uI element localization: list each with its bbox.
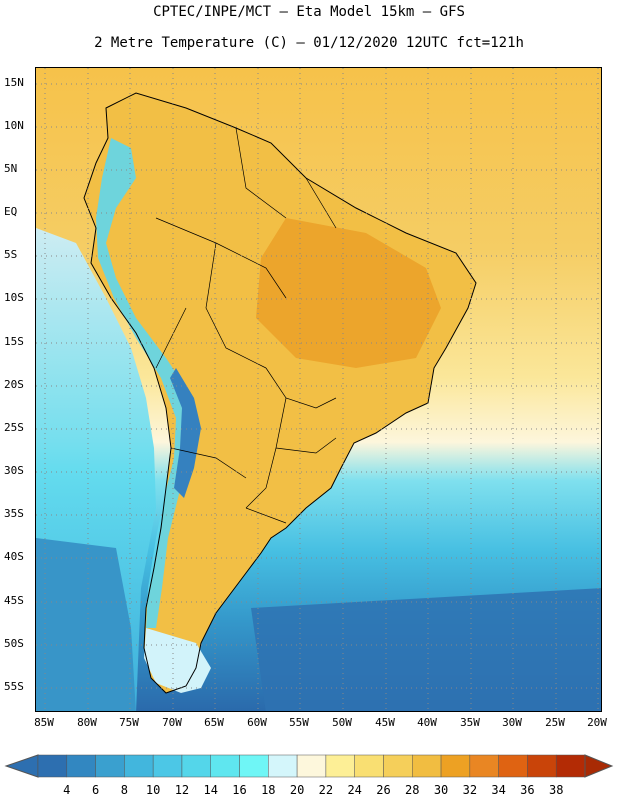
colorbar-swatch — [383, 754, 413, 778]
colorbar-level-label: 38 — [548, 783, 564, 797]
interior-hot-zone — [256, 218, 441, 368]
colorbar-level-label: 8 — [120, 783, 128, 797]
lon-tick-label: 40W — [417, 716, 437, 729]
colorbar-swatch — [296, 754, 327, 778]
colorbar-swatch — [440, 754, 471, 778]
colorbar-swatch — [498, 754, 528, 778]
coastline — [83, 92, 477, 694]
colorbar-swatch — [124, 754, 154, 778]
lat-tick-label: 30S — [4, 464, 24, 477]
colorbar-level-label: 28 — [405, 783, 420, 797]
lat-tick-label: 15S — [4, 335, 24, 348]
lon-tick-label: 25W — [545, 716, 565, 729]
lon-tick-label: 50W — [332, 716, 352, 729]
lon-tick-label: 20W — [587, 716, 607, 729]
colorbar-level-label: 20 — [289, 783, 305, 797]
colorbar-swatch — [210, 754, 240, 778]
lat-tick-label: 15N — [4, 76, 24, 89]
colorbar-level-label: 22 — [318, 783, 334, 797]
lon-tick-label: 55W — [289, 716, 309, 729]
lat-tick-label: 20S — [4, 378, 24, 391]
colorbar-right-arrow — [584, 754, 614, 778]
colorbar-level-label: 10 — [145, 783, 161, 797]
colorbar-swatch — [66, 754, 96, 778]
lon-tick-label: 60W — [247, 716, 267, 729]
colorbar-level-label: 24 — [347, 783, 362, 797]
atlantic-deep-zone — [251, 588, 601, 711]
colorbar-swatch — [95, 754, 125, 778]
colorbar-swatch — [555, 754, 586, 778]
lat-tick-label: 5S — [4, 248, 18, 261]
colorbar-level-label: 32 — [462, 783, 478, 797]
lat-tick-label: 10S — [4, 291, 24, 304]
colorbar-level-label: 16 — [232, 783, 247, 797]
lat-tick-label: 55S — [4, 680, 24, 693]
colorbar-level-label: 36 — [520, 783, 535, 797]
colorbar-swatch — [354, 754, 384, 778]
andes-core-cold — [170, 368, 201, 498]
lon-tick-label: 75W — [119, 716, 139, 729]
andes-cold-band — [96, 138, 196, 628]
lon-tick-label: 70W — [162, 716, 182, 729]
colorbar-swatch — [268, 754, 298, 778]
pacific-deep-zone — [36, 538, 136, 711]
colorbar-swatch — [412, 754, 442, 778]
lon-tick-label: 45W — [375, 716, 395, 729]
colorbar-level-label: 18 — [261, 783, 276, 797]
colorbar-level-label: 26 — [376, 783, 391, 797]
colorbar-swatch — [181, 754, 211, 778]
lat-tick-label: 25S — [4, 421, 24, 434]
colorbar-level-label: 14 — [203, 783, 218, 797]
colorbar-swatch — [239, 754, 269, 778]
lon-tick-label: 35W — [460, 716, 480, 729]
colorbar-level-label: 4 — [63, 783, 71, 797]
lat-tick-label: EQ — [4, 205, 18, 218]
lat-tick-label: 10N — [4, 119, 24, 132]
colorbar-level-label: 34 — [491, 783, 506, 797]
lon-tick-label: 65W — [204, 716, 224, 729]
patagonia-cool — [144, 628, 211, 693]
map-panel — [35, 67, 602, 712]
chart-title-line1: CPTEC/INPE/MCT – Eta Model 15km – GFS — [153, 4, 465, 20]
chart-title-line2: 2 Metre Temperature (C) – 01/12/2020 12U… — [94, 35, 524, 51]
colorbar-left-arrow — [4, 754, 39, 778]
colorbar-level-label: 30 — [433, 783, 449, 797]
colorbar-level-label: 12 — [174, 783, 190, 797]
lon-tick-label: 85W — [34, 716, 54, 729]
lat-tick-label: 40S — [4, 550, 24, 563]
colorbar-swatch — [37, 754, 68, 778]
colorbar-swatch — [152, 754, 183, 778]
lat-tick-label: 5N — [4, 162, 18, 175]
colorbar-swatch — [469, 754, 499, 778]
lat-tick-label: 45S — [4, 594, 24, 607]
lon-tick-label: 80W — [77, 716, 97, 729]
colorbar-swatch — [325, 754, 355, 778]
lat-tick-label: 35S — [4, 507, 24, 520]
lat-tick-label: 50S — [4, 637, 24, 650]
colorbar-swatch — [527, 754, 557, 778]
colorbar-level-label: 6 — [91, 783, 100, 797]
colorbar — [4, 754, 614, 778]
lon-tick-label: 30W — [502, 716, 522, 729]
temperature-map — [36, 68, 601, 711]
